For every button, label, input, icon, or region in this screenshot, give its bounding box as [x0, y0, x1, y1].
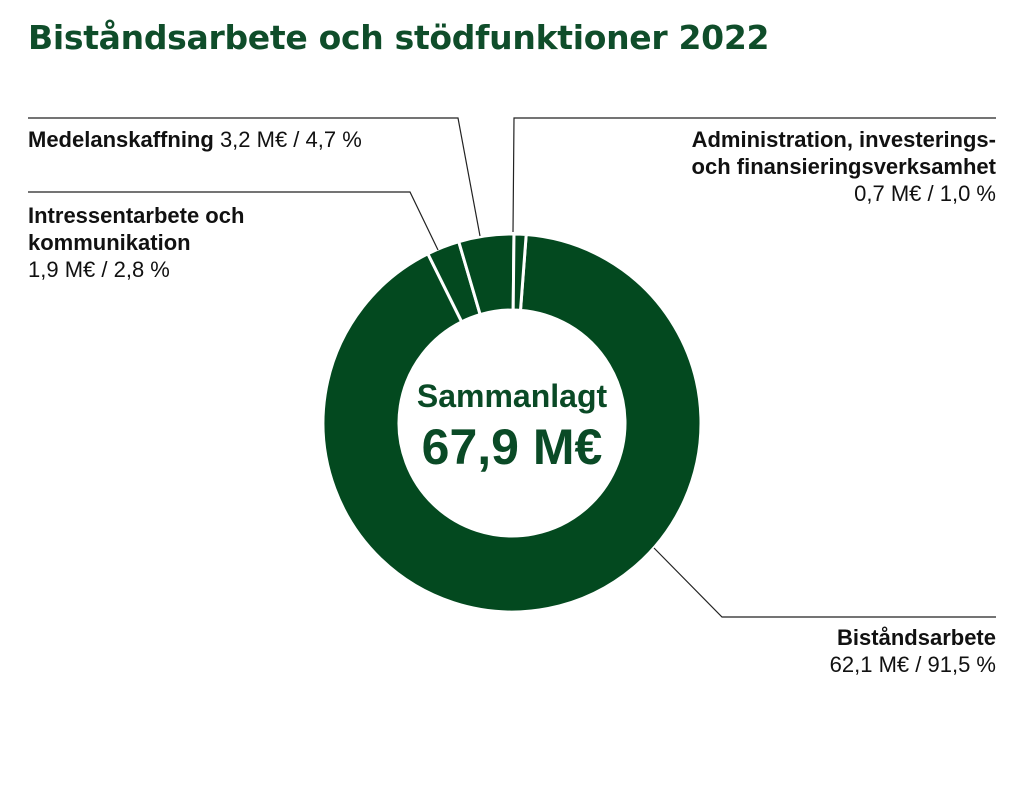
slice-value-medelanskaffning: 3,2 M€ / 4,7 %: [219, 127, 362, 152]
slice-label-administration: Administration, investerings- och finans…: [692, 126, 996, 207]
donut-slice-administration: [511, 232, 528, 312]
slice-label-intressentarbete: Intressentarbete och kommunikation 1,9 M…: [28, 202, 244, 283]
leader-line-medelanskaffning: [28, 117, 481, 237]
slice-name-administration-line2: och finansieringsverksamhet: [691, 154, 996, 179]
slice-name-bistandsarbete: Biståndsarbete: [837, 625, 996, 650]
leader-line-intressentarbete: [28, 191, 439, 251]
slice-value-bistandsarbete: 62,1 M€ / 91,5 %: [829, 652, 996, 677]
slice-value-intressentarbete: 1,9 M€ / 2,8 %: [28, 257, 170, 282]
slice-name-intressentarbete-line1: Intressentarbete och: [28, 203, 245, 228]
leader-line-bistandsarbete: [653, 547, 996, 618]
slice-label-medelanskaffning: Medelanskaffning 3,2 M€ / 4,7 %: [28, 126, 362, 153]
donut-slice-bistandsarbete: [321, 232, 703, 614]
donut-center-total: 67,9 M€: [421, 419, 603, 475]
slice-name-administration-line1: Administration, investerings-: [691, 127, 996, 152]
slice-name-medelanskaffning: Medelanskaffning: [28, 127, 214, 152]
slice-value-administration: 0,7 M€ / 1,0 %: [854, 181, 996, 206]
leader-line-administration: [512, 117, 996, 233]
donut-center-caption: Sammanlagt: [416, 378, 608, 414]
chart-title: Biståndsarbete och stödfunktioner 2022: [28, 18, 770, 57]
slice-label-bistandsarbete: Biståndsarbete 62,1 M€ / 91,5 %: [830, 624, 996, 678]
slice-name-intressentarbete-line2: kommunikation: [28, 230, 191, 255]
